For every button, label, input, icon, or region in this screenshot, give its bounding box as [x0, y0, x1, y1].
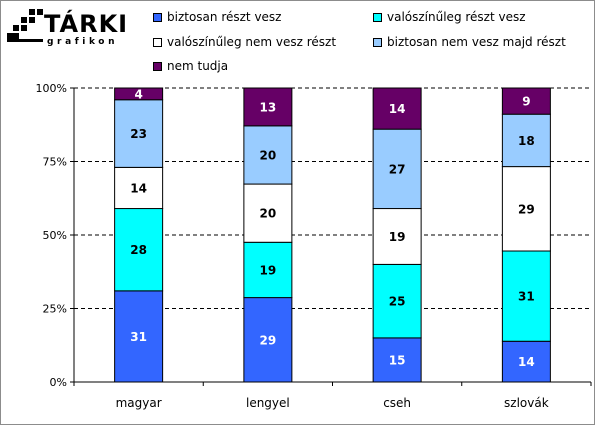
- legend-label: biztosan nem vesz majd részt: [387, 35, 566, 49]
- legend: biztosan részt vesz valószínűleg részt v…: [1, 1, 595, 81]
- legend-swatch: [153, 38, 162, 47]
- data-label: 27: [389, 162, 406, 176]
- y-tick-label: 25%: [43, 303, 67, 316]
- data-label: 28: [130, 243, 147, 257]
- legend-label: valószínűleg nem vesz részt: [167, 35, 337, 49]
- data-label: 4: [134, 87, 142, 101]
- bar-segment: [114, 290, 164, 383]
- bar-segment: [243, 183, 293, 243]
- data-label: 20: [260, 148, 277, 162]
- data-label: 15: [389, 353, 406, 367]
- bar-segment: [501, 87, 551, 115]
- bar-segment: [372, 263, 422, 339]
- x-tick-label: szlovák: [504, 396, 549, 410]
- bar-segment: [243, 87, 293, 127]
- legend-label: nem tudja: [167, 59, 229, 73]
- data-label: 13: [260, 100, 277, 114]
- data-label: 9: [522, 95, 530, 109]
- bar-segment: [501, 340, 551, 383]
- data-label: 14: [518, 355, 535, 369]
- legend-swatch: [153, 13, 162, 22]
- legend-swatch: [373, 38, 382, 47]
- x-tick-label: lengyel: [246, 396, 290, 410]
- y-tick-label: 0%: [50, 376, 67, 389]
- data-label: 31: [518, 290, 535, 304]
- bar-segment: [114, 166, 164, 210]
- data-label: 31: [130, 330, 147, 344]
- legend-label: biztosan részt vesz: [167, 10, 282, 24]
- logo-subtitle: grafikon: [47, 37, 119, 47]
- y-tick-label: 75%: [43, 156, 67, 169]
- y-tick-label: 50%: [43, 229, 67, 242]
- x-tick-label: cseh: [383, 396, 411, 410]
- x-tick-label: magyar: [116, 396, 162, 410]
- data-label: 18: [518, 134, 535, 148]
- data-label: 14: [130, 181, 147, 195]
- data-label: 29: [518, 202, 535, 216]
- tarki-logo: TÁRKI grafikon: [7, 7, 137, 49]
- staircase-icon: [7, 9, 43, 42]
- bar-segment: [243, 297, 293, 383]
- bar-segment: [372, 128, 422, 210]
- bar-segment: [501, 113, 551, 168]
- logo-brand: TÁRKI: [44, 10, 129, 38]
- data-label: 20: [260, 207, 277, 221]
- data-label: 25: [389, 295, 406, 309]
- legend-swatch: [373, 13, 382, 22]
- data-label: 19: [389, 230, 406, 244]
- bar-segment: [114, 99, 164, 168]
- bar-segment: [243, 125, 293, 185]
- bar-segment: [114, 87, 164, 101]
- bar-segment: [501, 166, 551, 252]
- y-tick-label: 100%: [36, 82, 67, 95]
- data-label: 23: [130, 127, 147, 141]
- legend-label: valószínűleg részt vesz: [387, 10, 526, 24]
- legend-swatch: [153, 62, 162, 71]
- bar-segment: [372, 337, 422, 383]
- bar-segment: [372, 87, 422, 130]
- data-label: 29: [260, 333, 277, 347]
- bar-segment: [372, 208, 422, 265]
- bar-segment: [501, 250, 551, 342]
- data-label: 19: [260, 263, 277, 277]
- data-label: 14: [389, 102, 406, 116]
